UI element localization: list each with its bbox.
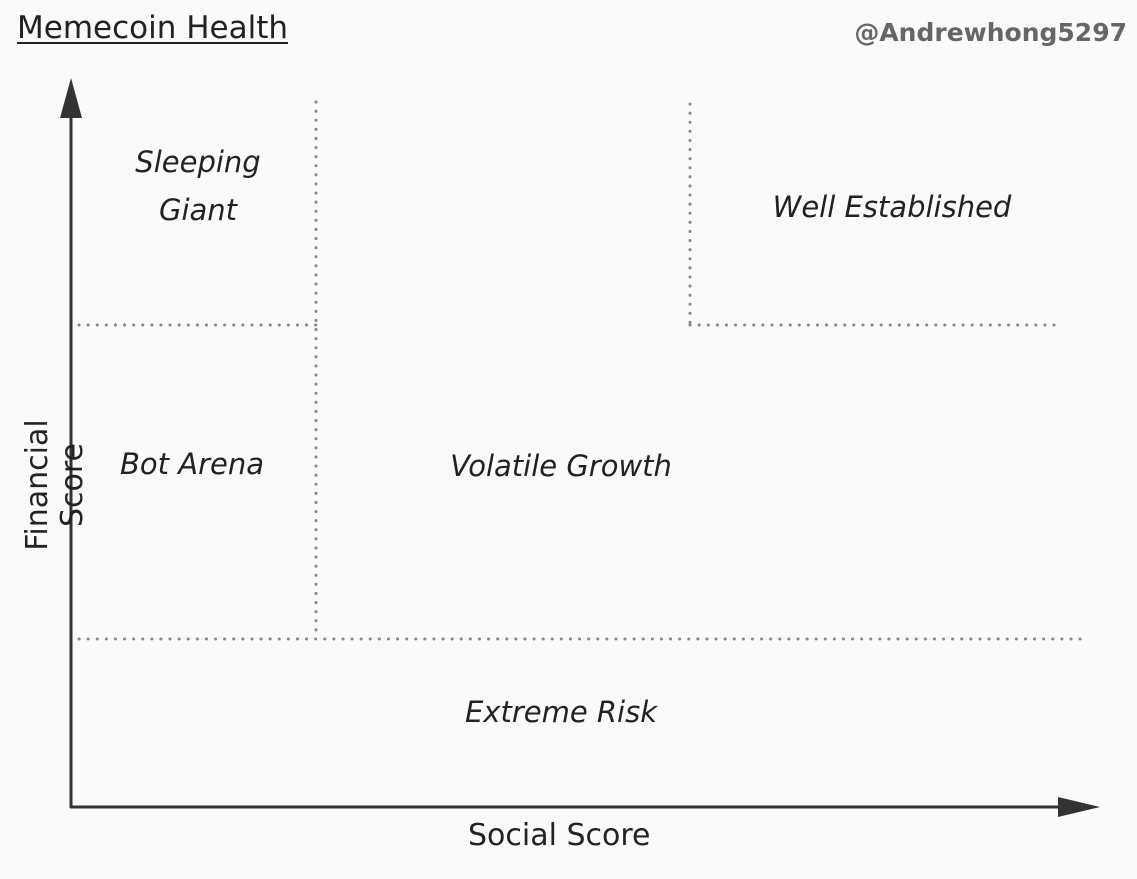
zone-extreme-risk: Extreme Risk [464, 695, 658, 729]
y-axis [60, 78, 82, 808]
zone-well-established: Well Established [772, 190, 1012, 224]
y-axis-label: Financial Score [20, 419, 90, 551]
x-axis-label: Social Score [468, 818, 651, 853]
x-axis-arrow-icon [1058, 797, 1100, 817]
author-handle: @Andrewhong5297 [854, 18, 1127, 47]
zone-sleeping-giant: Sleeping Giant [135, 145, 261, 227]
zone-bot-arena: Bot Arena [120, 447, 264, 481]
zone-volatile-growth: Volatile Growth [450, 449, 672, 483]
diagram-title: Memecoin Health [17, 10, 289, 46]
x-axis [70, 797, 1100, 817]
y-axis-arrow-icon [60, 78, 82, 118]
